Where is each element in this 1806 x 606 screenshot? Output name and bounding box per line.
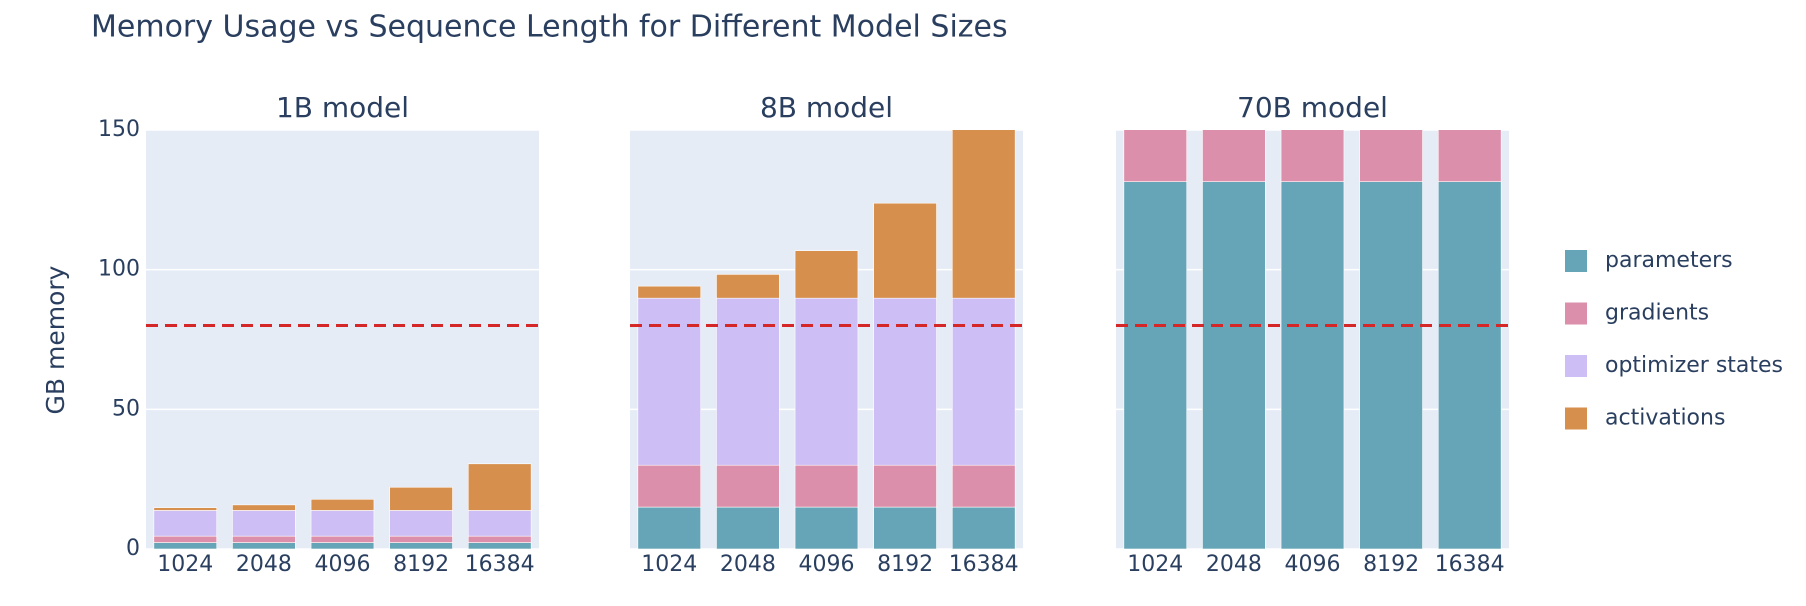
legend-swatch [1565,302,1587,325]
bar-segment [716,506,780,549]
bar-segment [794,250,859,299]
bar-segment [951,130,1016,299]
bar-segment [637,464,702,508]
bar-segment [232,510,296,537]
legend-swatch [1565,355,1587,377]
y-tick-label: 0 [126,536,140,561]
bar-segment [794,464,859,508]
x-tick-label: 16384 [1435,552,1505,577]
panel-title: 8B model [760,91,893,124]
bar-segment [153,535,218,543]
bar-segment [794,506,859,549]
legend-label: gradients [1605,301,1709,326]
y-axis-label: GB memory [41,265,70,414]
bar-segment [1202,130,1266,182]
bar-segment [637,297,702,466]
x-tick-label: 4096 [315,552,371,577]
y-tick-label: 50 [112,396,140,421]
bar-segment [951,506,1016,549]
x-tick-label: 2048 [236,552,292,577]
chart-title: Memory Usage vs Sequence Length for Diff… [91,10,1008,45]
x-tick-label: 1024 [157,552,213,577]
bar-segment [153,510,218,537]
x-tick-label: 16384 [465,552,535,577]
bar-segment [1359,130,1423,182]
bar-segment [310,510,375,537]
bar-segment [310,498,375,511]
bar-segment [467,510,532,537]
bar-segment [951,297,1016,466]
bar-segment [389,510,453,537]
bar-segment [232,535,296,543]
bar-segment [1202,181,1266,549]
legend-label: parameters [1605,248,1733,273]
bar-segment [467,463,532,511]
panel-title: 1B model [276,91,409,124]
bar-segment [1280,181,1345,549]
x-tick-label: 4096 [1285,552,1341,577]
bar-segment [1123,130,1188,182]
bar-segment [1359,181,1423,549]
x-tick-label: 1024 [641,552,697,577]
legend-label: activations [1605,406,1725,431]
bar-segment [1280,130,1345,182]
x-tick-label: 1024 [1127,552,1183,577]
x-tick-label: 2048 [1206,552,1262,577]
legend-swatch [1565,250,1587,272]
bar-segment [873,506,937,549]
legend-swatch [1565,407,1587,430]
x-tick-label: 4096 [799,552,855,577]
x-tick-label: 16384 [949,552,1019,577]
legend-label: optimizer states [1605,353,1783,378]
bar-segment [873,202,937,299]
x-tick-label: 2048 [720,552,776,577]
bar-segment [1123,181,1188,549]
bar-segment [873,297,937,466]
bar-segment [716,297,780,466]
bar-segment [951,464,1016,508]
y-tick-label: 100 [98,257,140,282]
bar-segment [389,535,453,543]
bars [153,463,532,549]
x-tick-label: 8192 [877,552,933,577]
bar-segment [389,542,453,549]
bar-segment [467,542,532,549]
bar-segment [389,486,453,511]
bar-segment [310,535,375,543]
bar-segment [873,464,937,508]
bar-segment [153,507,218,511]
bar-segment [716,274,780,299]
panel-title: 70B model [1237,91,1388,124]
bars [1123,130,1502,549]
bar-segment [794,297,859,466]
y-tick-label: 150 [98,117,140,142]
bar-segment [232,542,296,549]
bar-segment [1437,130,1502,182]
bar-segment [467,535,532,543]
bar-segment [310,542,375,549]
x-tick-label: 8192 [393,552,449,577]
bar-segment [232,504,296,511]
bar-segment [1437,181,1502,549]
bar-segment [716,464,780,508]
x-tick-label: 8192 [1363,552,1419,577]
bar-segment [637,506,702,549]
bar-segment [637,285,702,299]
bar-segment [153,542,218,549]
